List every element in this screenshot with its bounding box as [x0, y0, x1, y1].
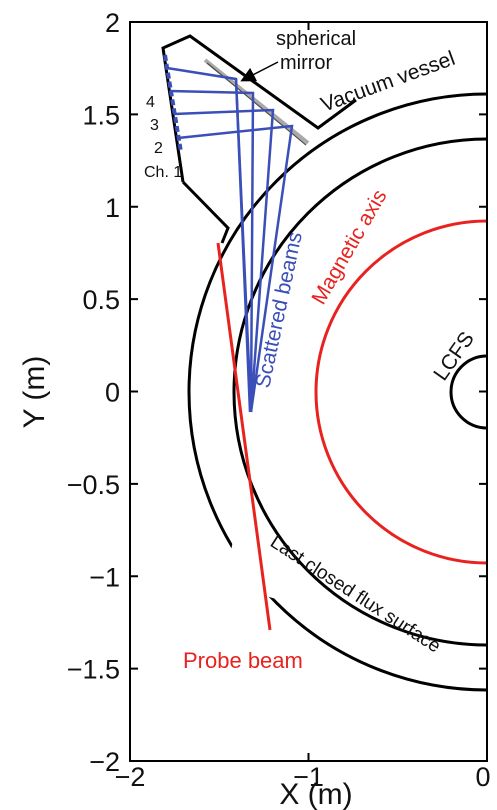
annotation-probe-beam: Probe beam	[183, 648, 303, 673]
y-tick-label: 0.5	[82, 285, 120, 315]
beam-ch2	[173, 108, 275, 413]
last-closed-flux-surface-circle	[232, 137, 487, 647]
y-axis-label: Y (m)	[18, 356, 51, 429]
beam-fan-edge	[234, 78, 252, 413]
y-tick-label: −1.5	[67, 655, 120, 685]
x-axis-label: X (m)	[279, 778, 352, 810]
annotation-channel-2: 2	[154, 140, 163, 157]
annotation-spherical-mirror-line1: spherical	[276, 28, 356, 50]
mirror-arrow	[240, 61, 279, 82]
annotation-spherical-mirror-line2: mirror	[280, 52, 333, 74]
annotation-channel-4: 4	[146, 94, 155, 111]
tick-labels: −2 −1 0 2 1.5 1 0.5 0 −0.5 −1 −1.5 −2	[67, 8, 491, 792]
y-tick-label: 0	[105, 378, 120, 408]
y-tick-label: 2	[105, 8, 120, 38]
beam-ch3	[169, 89, 255, 413]
y-tick-label: −1	[89, 562, 120, 592]
detector-array	[163, 54, 183, 153]
y-tick-label: −2	[89, 747, 120, 777]
probe-beam	[216, 242, 272, 631]
wall-gap-cover-1	[225, 540, 290, 600]
annotation-channel-1: Ch. 1	[144, 164, 182, 181]
x-tick-label: 0	[475, 762, 490, 792]
y-tick-label: 1.5	[82, 100, 120, 130]
annotation-last-closed-flux-surface: Last closed flux surface	[266, 532, 444, 658]
y-tick-label: 1	[105, 193, 120, 223]
beam-ch1	[177, 124, 294, 413]
annotation-channel-3: 3	[150, 117, 159, 134]
x-tick-label: −1	[293, 762, 324, 792]
magnetic-axis-circle	[314, 219, 487, 565]
vessel-wall-circle	[187, 92, 487, 692]
lcfs-inner-circle	[449, 354, 487, 430]
vessel-port-lower	[181, 180, 230, 244]
ticks	[129, 21, 488, 762]
scattered-beams	[163, 54, 294, 413]
annotation-lcfs: LCFS	[429, 328, 479, 385]
y-tick-label: −0.5	[67, 470, 120, 500]
x-tick-label: −2	[115, 762, 146, 792]
annotation-scattered-beams: Scattered beams	[251, 230, 307, 390]
annotation-vacuum-vessel: Vacuum vessel	[318, 47, 458, 117]
